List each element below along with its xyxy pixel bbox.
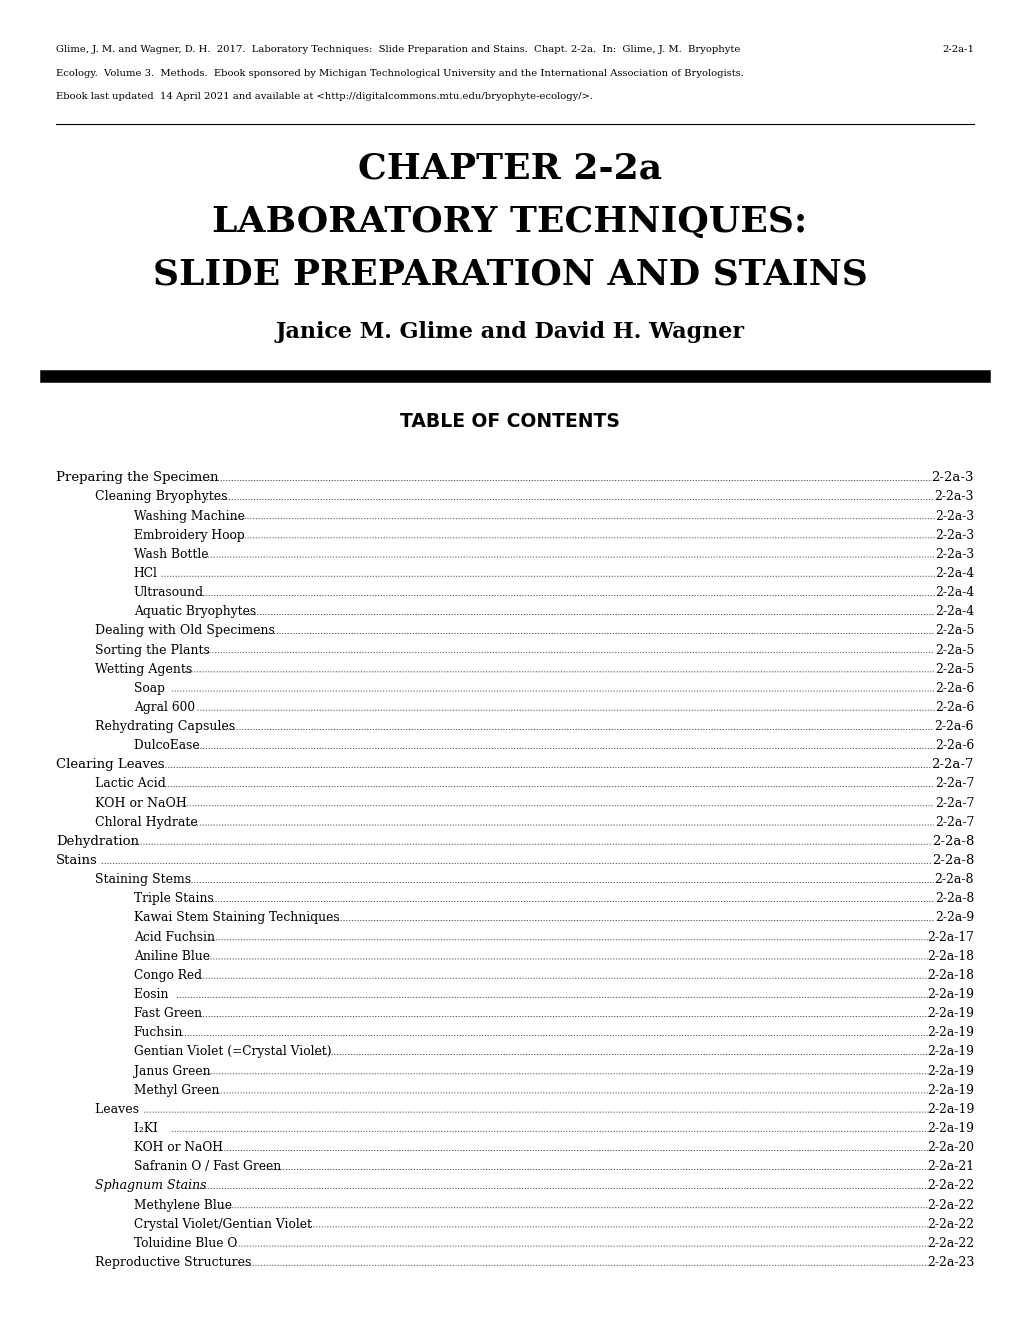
Text: 2-2a-18: 2-2a-18: [926, 969, 973, 982]
Text: 2-2a-8: 2-2a-8: [934, 892, 973, 906]
Text: Cleaning Bryophytes: Cleaning Bryophytes: [95, 490, 227, 503]
Text: Sphagnum Stains: Sphagnum Stains: [95, 1180, 206, 1192]
Text: Ultrasound: Ultrasound: [133, 586, 204, 599]
Text: 2-2a-8: 2-2a-8: [930, 836, 973, 847]
Text: KOH or NaOH: KOH or NaOH: [95, 796, 191, 809]
Text: Staining Stems: Staining Stems: [95, 874, 195, 886]
Text: 2-2a-5: 2-2a-5: [933, 644, 973, 656]
Text: 2-2a-7: 2-2a-7: [930, 758, 973, 771]
Text: Congo Red: Congo Red: [133, 969, 205, 982]
Text: TABLE OF CONTENTS: TABLE OF CONTENTS: [399, 412, 620, 430]
Text: Reproductive Structures: Reproductive Structures: [95, 1257, 251, 1269]
Text: 2-2a-19: 2-2a-19: [926, 1104, 973, 1115]
Text: 2-2a-22: 2-2a-22: [926, 1180, 973, 1192]
Text: Washing Machine: Washing Machine: [133, 510, 249, 523]
Text: Wetting Agents: Wetting Agents: [95, 663, 196, 676]
Text: Clearing Leaves: Clearing Leaves: [56, 758, 164, 771]
Text: 2-2a-17: 2-2a-17: [926, 931, 973, 944]
Text: 2-2a-9: 2-2a-9: [934, 911, 973, 924]
Text: 2-2a-22: 2-2a-22: [926, 1237, 973, 1250]
Text: 2-2a-8: 2-2a-8: [930, 854, 973, 867]
Text: 2-2a-18: 2-2a-18: [926, 950, 973, 962]
Text: Methyl Green: Methyl Green: [133, 1084, 223, 1097]
Text: Stains: Stains: [56, 854, 98, 867]
Text: 2-2a-3: 2-2a-3: [933, 490, 973, 503]
Text: Janice M. Glime and David H. Wagner: Janice M. Glime and David H. Wagner: [275, 321, 744, 343]
Text: Dehydration: Dehydration: [56, 836, 139, 847]
Text: 2-2a-1: 2-2a-1: [942, 45, 973, 54]
Text: 2-2a-6: 2-2a-6: [934, 739, 973, 752]
Text: Wash Bottle: Wash Bottle: [133, 548, 208, 561]
Text: HCl: HCl: [133, 568, 157, 579]
Text: Leaves: Leaves: [95, 1104, 143, 1115]
Text: 2-2a-5: 2-2a-5: [933, 624, 973, 638]
Text: Agral 600: Agral 600: [133, 701, 199, 714]
Text: Aquatic Bryophytes: Aquatic Bryophytes: [133, 605, 260, 618]
Text: 2-2a-6: 2-2a-6: [934, 701, 973, 714]
Text: Janus Green: Janus Green: [133, 1064, 210, 1077]
Text: 2-2a-23: 2-2a-23: [926, 1257, 973, 1269]
Text: Acid Fuchsin: Acid Fuchsin: [133, 931, 214, 944]
Text: Fast Green: Fast Green: [133, 1007, 202, 1020]
Text: Methylene Blue: Methylene Blue: [133, 1199, 231, 1212]
Text: 2-2a-19: 2-2a-19: [926, 1045, 973, 1059]
Text: 2-2a-7: 2-2a-7: [933, 796, 973, 809]
Text: DulcoEase: DulcoEase: [133, 739, 203, 752]
Text: Embroidery Hoop: Embroidery Hoop: [133, 528, 248, 541]
Text: 2-2a-7: 2-2a-7: [933, 816, 973, 829]
Text: I₂KI: I₂KI: [133, 1122, 161, 1135]
Text: 2-2a-3: 2-2a-3: [934, 510, 973, 523]
Text: Rehydrating Capsules: Rehydrating Capsules: [95, 721, 238, 733]
Text: Eosin: Eosin: [133, 987, 172, 1001]
Text: 2-2a-6: 2-2a-6: [933, 721, 973, 733]
Text: Toluidine Blue O: Toluidine Blue O: [133, 1237, 240, 1250]
Text: Ecology.  Volume 3.  Methods.  Ebook sponsored by Michigan Technological Univers: Ecology. Volume 3. Methods. Ebook sponso…: [56, 69, 743, 78]
Text: 2-2a-22: 2-2a-22: [926, 1199, 973, 1212]
Text: 2-2a-22: 2-2a-22: [926, 1217, 973, 1230]
Text: 2-2a-20: 2-2a-20: [926, 1140, 973, 1154]
Text: CHAPTER 2-2a: CHAPTER 2-2a: [358, 152, 661, 186]
Text: Preparing the Specimen: Preparing the Specimen: [56, 471, 218, 484]
Text: 2-2a-6: 2-2a-6: [934, 681, 973, 694]
Text: Ebook last updated  14 April 2021 and available at <http://digitalcommons.mtu.ed: Ebook last updated 14 April 2021 and ava…: [56, 92, 592, 102]
Text: Fuchsin: Fuchsin: [133, 1027, 183, 1039]
Text: LABORATORY TECHNIQUES:: LABORATORY TECHNIQUES:: [212, 205, 807, 239]
Text: Lactic Acid: Lactic Acid: [95, 777, 165, 791]
Text: 2-2a-3: 2-2a-3: [934, 528, 973, 541]
Text: KOH or NaOH: KOH or NaOH: [133, 1140, 226, 1154]
Text: 2-2a-3: 2-2a-3: [930, 471, 973, 484]
Text: SLIDE PREPARATION AND STAINS: SLIDE PREPARATION AND STAINS: [153, 257, 866, 292]
Text: 2-2a-19: 2-2a-19: [926, 987, 973, 1001]
Text: 2-2a-21: 2-2a-21: [926, 1160, 973, 1173]
Text: Glime, J. M. and Wagner, D. H.  2017.  Laboratory Techniques:  Slide Preparation: Glime, J. M. and Wagner, D. H. 2017. Lab…: [56, 45, 740, 54]
Text: Safranin O / Fast Green: Safranin O / Fast Green: [133, 1160, 280, 1173]
Text: 2-2a-4: 2-2a-4: [934, 605, 973, 618]
Text: 2-2a-19: 2-2a-19: [926, 1084, 973, 1097]
Text: Triple Stains: Triple Stains: [133, 892, 213, 906]
Text: 2-2a-19: 2-2a-19: [926, 1027, 973, 1039]
Text: Kawai Stem Staining Techniques: Kawai Stem Staining Techniques: [133, 911, 342, 924]
Text: Gentian Violet (=Crystal Violet): Gentian Violet (=Crystal Violet): [133, 1045, 335, 1059]
Text: Dealing with Old Specimens: Dealing with Old Specimens: [95, 624, 274, 638]
Text: 2-2a-3: 2-2a-3: [934, 548, 973, 561]
Text: Chloral Hydrate: Chloral Hydrate: [95, 816, 198, 829]
Text: 2-2a-4: 2-2a-4: [934, 586, 973, 599]
Text: Sorting the Plants: Sorting the Plants: [95, 644, 214, 656]
Text: Soap: Soap: [133, 681, 168, 694]
Text: Aniline Blue: Aniline Blue: [133, 950, 210, 962]
Text: 2-2a-5: 2-2a-5: [933, 663, 973, 676]
Text: 2-2a-4: 2-2a-4: [934, 568, 973, 579]
Text: 2-2a-8: 2-2a-8: [933, 874, 973, 886]
Text: 2-2a-19: 2-2a-19: [926, 1064, 973, 1077]
Text: Crystal Violet/Gentian Violet: Crystal Violet/Gentian Violet: [133, 1217, 315, 1230]
Text: 2-2a-19: 2-2a-19: [926, 1007, 973, 1020]
Text: 2-2a-7: 2-2a-7: [933, 777, 973, 791]
Text: 2-2a-19: 2-2a-19: [926, 1122, 973, 1135]
